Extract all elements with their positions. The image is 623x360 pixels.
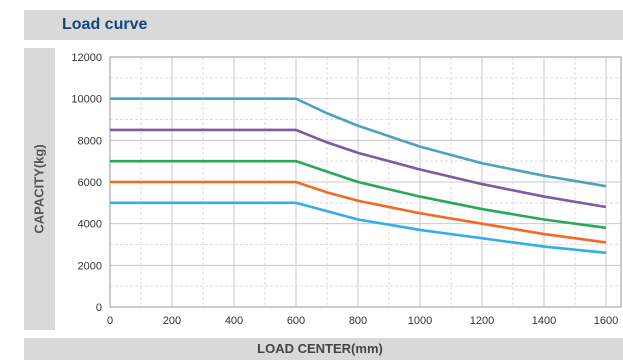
y-tick-label: 2000: [78, 260, 102, 272]
x-tick-labels: 0 200 400 600 800 1000 1200 1400 1600: [107, 315, 618, 327]
series-line-1: [110, 97, 607, 188]
x-tick-label: 600: [287, 315, 305, 327]
x-tick-label: 1400: [532, 315, 556, 327]
x-tick-label: 1200: [470, 315, 494, 327]
x-tick-label: 800: [349, 315, 367, 327]
y-tick-label: 12000: [71, 52, 102, 64]
y-axis-band: [24, 48, 55, 330]
y-tick-label: 0: [96, 302, 102, 314]
series-line-3: [110, 159, 607, 230]
x-tick-label: 0: [107, 315, 113, 327]
x-axis-label: LOAD CENTER(mm): [257, 341, 383, 356]
y-tick-label: 4000: [78, 219, 102, 231]
y-tick-label: 8000: [78, 135, 102, 147]
chart-header-band: Load curve: [24, 10, 623, 40]
y-tick-labels: 0 2000 4000 6000 8000 10000 12000: [71, 52, 102, 314]
x-tick-label: 400: [225, 315, 243, 327]
series-line-4: [110, 180, 607, 244]
x-axis-band: [24, 338, 623, 360]
y-tick-label: 10000: [71, 94, 102, 106]
series-line-2: [110, 128, 607, 209]
series-layer: [110, 97, 607, 255]
x-tick-label: 1600: [594, 315, 618, 327]
y-tick-label: 6000: [78, 177, 102, 189]
x-tick-label: 1000: [408, 315, 432, 327]
chart-title: Load curve: [62, 16, 148, 33]
x-tick-label: 200: [163, 315, 181, 327]
series-line-5: [110, 201, 607, 255]
